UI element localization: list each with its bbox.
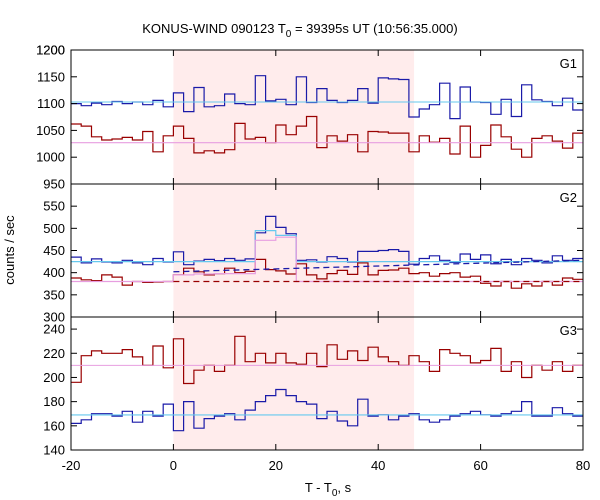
y-tick-label-g2: 550 xyxy=(43,199,65,214)
ticks-layer xyxy=(70,49,584,451)
y-tick-label-g2: 450 xyxy=(43,243,65,258)
panel-g1-series xyxy=(71,75,583,158)
y-tick-label-g2: 500 xyxy=(43,221,65,236)
series-g1-1-dark-red xyxy=(71,115,583,158)
text-layer: KONUS-WIND 090123 T0 = 39395s UT (10:56:… xyxy=(2,21,590,499)
xlabel-main: T - T xyxy=(305,480,332,495)
y-tick-label-g3: 240 xyxy=(43,322,65,337)
y-tick-label-g3: 160 xyxy=(43,418,65,433)
panel-label-g1: G1 xyxy=(560,56,577,71)
panel-label-g2: G2 xyxy=(560,190,577,205)
chart-title: KONUS-WIND 090123 T0 = 39395s UT (10:56:… xyxy=(142,21,457,40)
series-g3-0-dark-red xyxy=(71,335,583,385)
y-tick-label-g1: 1100 xyxy=(37,96,65,111)
y-tick-label-g1: 950 xyxy=(43,177,65,192)
panel-frame-g3 xyxy=(70,316,584,451)
y-tick-label-g2: 350 xyxy=(43,287,65,302)
xlabel-rest: , s xyxy=(337,480,351,495)
x-axis-label: T - T0, s xyxy=(305,480,352,499)
y-tick-label-g3: 140 xyxy=(43,443,65,458)
y-tick-label-g2: 400 xyxy=(43,265,65,280)
x-tick-label: -20 xyxy=(62,458,81,473)
title-main: KONUS-WIND 090123 T xyxy=(142,21,286,36)
y-tick-label-g1: 1050 xyxy=(36,123,65,138)
x-tick-label: 80 xyxy=(576,458,590,473)
series-g2-4-dark-blue xyxy=(173,259,583,273)
shaded-interval xyxy=(173,50,415,450)
xlabel-subscript: 0 xyxy=(332,488,338,499)
x-tick-label: 0 xyxy=(170,458,177,473)
x-tick-label: 20 xyxy=(269,458,283,473)
y-tick-label-g1: 1150 xyxy=(37,69,65,84)
panel-label-g3: G3 xyxy=(560,323,577,338)
series-g1-0-dark-blue xyxy=(71,75,583,120)
y-tick-label-g2: 300 xyxy=(43,310,65,325)
shaded-interval-layer xyxy=(173,50,415,450)
y-axis-label: counts / sec xyxy=(2,215,17,285)
panel-g3-series xyxy=(71,335,583,432)
y-tick-label-g3: 180 xyxy=(43,394,65,409)
series-g2-3-light-pink xyxy=(71,236,583,283)
y-tick-label-g3: 220 xyxy=(43,346,65,361)
x-tick-label: 40 xyxy=(371,458,385,473)
x-tick-label: 60 xyxy=(473,458,487,473)
series-layer xyxy=(71,75,583,432)
y-tick-label-g1: 1000 xyxy=(36,150,65,165)
title-rest: = 39395s UT (10:56:35.000) xyxy=(291,21,457,36)
y-tick-label-top: 1200 xyxy=(36,43,65,58)
y-tick-label-g3: 200 xyxy=(43,370,65,385)
panel-g2-series xyxy=(71,215,583,289)
title-subscript: 0 xyxy=(286,29,292,40)
y-tick-label-g1: 1200 xyxy=(36,43,65,58)
